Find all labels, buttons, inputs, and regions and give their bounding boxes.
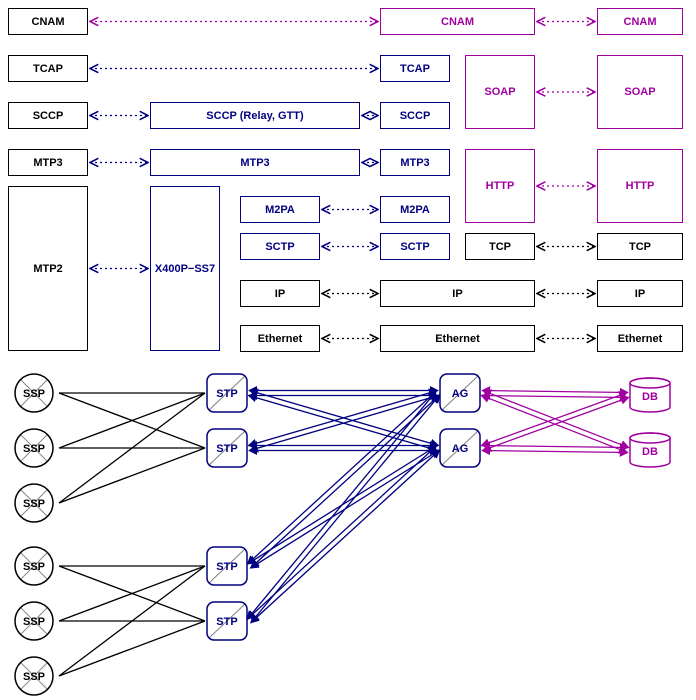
stack-box-tcap2: TCAP — [380, 55, 450, 82]
stack-box-http2: HTTP — [597, 149, 683, 223]
stack-box-ip3: IP — [597, 280, 683, 307]
stack-box-eth3: Ethernet — [597, 325, 683, 352]
stack-box-soap1: SOAP — [465, 55, 535, 129]
node-label: AG — [452, 388, 469, 400]
node-label: SSP — [23, 616, 45, 628]
node-ag1: AG — [440, 374, 480, 412]
node-stp1: STP — [207, 374, 247, 412]
node-label: STP — [216, 616, 237, 628]
stack-box-m2pa2: M2PA — [380, 196, 450, 223]
node-ssp3: SSP — [15, 484, 53, 522]
stack-box-mtp21: MTP2 — [8, 186, 88, 351]
stack-box-tcp2: TCP — [597, 233, 683, 260]
stack-box-mtp33: MTP3 — [380, 149, 450, 176]
node-label: STP — [216, 561, 237, 573]
stack-box-mtp32: MTP3 — [150, 149, 360, 176]
stack-box-tcp1: TCP — [465, 233, 535, 260]
node-db1: DB — [630, 378, 670, 412]
net-link — [59, 621, 205, 676]
stack-box-sccp1: SCCP — [8, 102, 88, 129]
net-link — [247, 446, 436, 619]
stack-box-ip1: IP — [240, 280, 320, 307]
node-label: DB — [642, 391, 658, 403]
net-link — [247, 391, 436, 619]
stack-box-sctp2: SCTP — [380, 233, 450, 260]
node-stp4: STP — [207, 602, 247, 640]
node-ssp5: SSP — [15, 602, 53, 640]
node-label: DB — [642, 446, 658, 458]
stack-box-cnam1: CNAM — [8, 8, 88, 35]
net-link — [59, 448, 205, 503]
node-label: SSP — [23, 443, 45, 455]
stack-box-sctp1: SCTP — [240, 233, 320, 260]
node-ag2: AG — [440, 429, 480, 467]
net-link — [482, 395, 628, 397]
stack-box-mtp31: MTP3 — [8, 149, 88, 176]
stack-box-m2pa1: M2PA — [240, 196, 320, 223]
stack-box-soap2: SOAP — [597, 55, 683, 129]
net-link — [251, 450, 440, 623]
node-label: SSP — [23, 498, 45, 510]
node-label: SSP — [23, 388, 45, 400]
stack-box-tcap1: TCAP — [8, 55, 88, 82]
node-ssp4: SSP — [15, 547, 53, 585]
stack-box-cnam3: CNAM — [597, 8, 683, 35]
stack-box-eth1: Ethernet — [240, 325, 320, 352]
node-stp3: STP — [207, 547, 247, 585]
stack-box-eth2: Ethernet — [380, 325, 535, 352]
stack-box-sccprel: SCCP (Relay, GTT) — [150, 102, 360, 129]
net-link — [482, 391, 628, 393]
node-label: STP — [216, 388, 237, 400]
node-ssp6: SSP — [15, 657, 53, 695]
stack-box-http1: HTTP — [465, 149, 535, 223]
node-db2: DB — [630, 433, 670, 467]
net-link — [251, 395, 440, 623]
stack-box-x400p: X400P−SS7 — [150, 186, 220, 351]
net-link — [482, 446, 628, 448]
net-link — [483, 397, 629, 450]
net-link — [482, 450, 628, 452]
node-ssp1: SSP — [15, 374, 53, 412]
stack-box-ip2: IP — [380, 280, 535, 307]
stack-box-sccp2: SCCP — [380, 102, 450, 129]
node-ssp2: SSP — [15, 429, 53, 467]
node-label: AG — [452, 443, 469, 455]
node-label: SSP — [23, 671, 45, 683]
stack-box-cnam2: CNAM — [380, 8, 535, 35]
node-stp2: STP — [207, 429, 247, 467]
node-label: SSP — [23, 561, 45, 573]
net-link — [481, 393, 627, 446]
node-label: STP — [216, 443, 237, 455]
